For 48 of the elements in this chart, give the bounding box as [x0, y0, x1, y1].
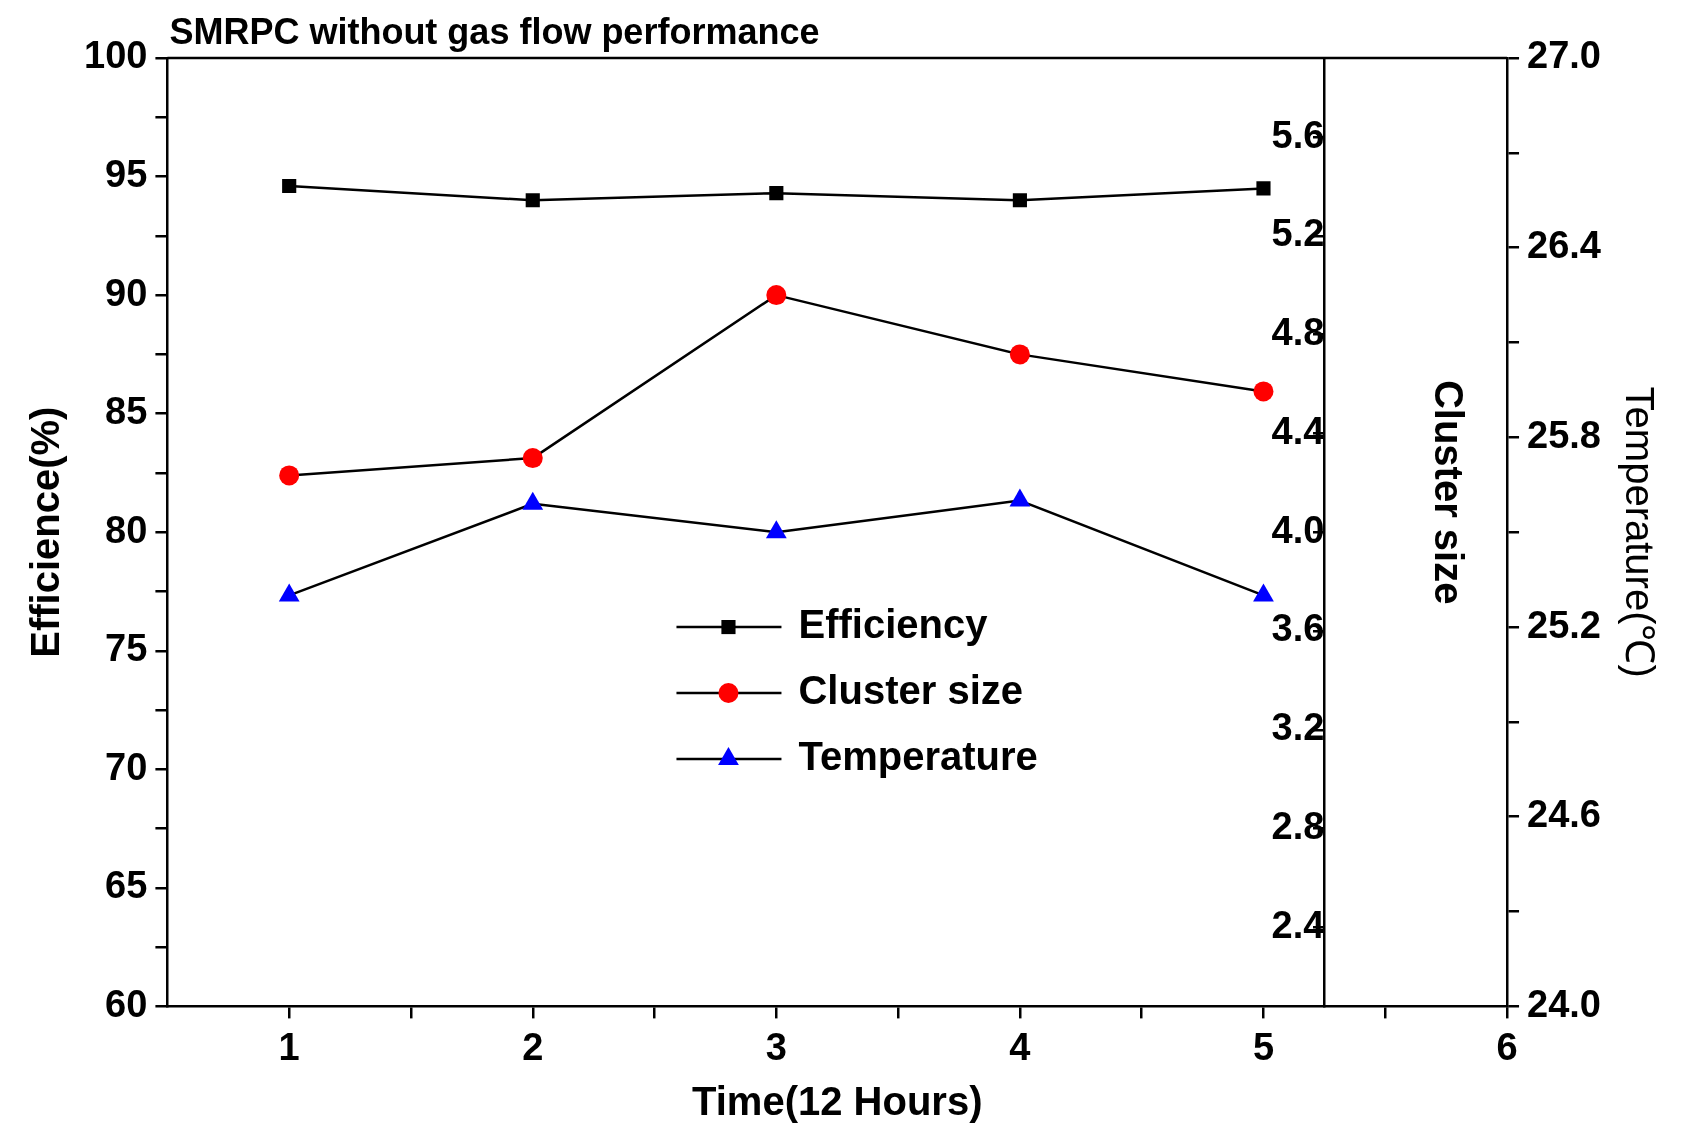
point — [278, 583, 300, 602]
point — [522, 491, 544, 510]
y-tick-label: 95 — [105, 153, 148, 196]
point — [279, 465, 300, 486]
chart-title: SMRPC without gas flow performance — [169, 10, 820, 52]
y3-tick-label: 27.0 — [1527, 34, 1602, 77]
y-tick-label: 85 — [105, 390, 148, 433]
y-tick-label: 75 — [105, 627, 148, 670]
x-tick-label: 2 — [522, 1025, 544, 1068]
legend-label: Efficiency — [798, 602, 989, 647]
legend-label: Temperature — [798, 734, 1038, 779]
y2-tick-label: 5.2 — [1271, 212, 1325, 255]
y3-tick-label: 24.0 — [1527, 982, 1602, 1025]
y-tick-label: 80 — [105, 508, 148, 551]
point — [1253, 381, 1274, 402]
y2-tick-label: 5.6 — [1271, 113, 1325, 156]
y3-tick-label: 25.8 — [1527, 413, 1602, 456]
point — [765, 520, 787, 539]
y3-axis-title: Temperature(℃) — [1617, 386, 1662, 678]
y3-tick-label: 26.4 — [1527, 224, 1602, 267]
y-tick-label: 90 — [105, 271, 148, 314]
y-tick-label: 65 — [105, 864, 148, 907]
point — [522, 448, 543, 469]
y2-tick-label: 2.4 — [1271, 903, 1325, 946]
legend-label: Cluster size — [798, 668, 1023, 713]
y-tick-label: 70 — [105, 745, 148, 788]
x-tick-label: 1 — [278, 1025, 300, 1068]
x-tick-label: 4 — [1009, 1025, 1031, 1068]
y2-axis-title: Cluster size — [1427, 379, 1472, 605]
x-axis-title: Time(12 Hours) — [691, 1079, 983, 1124]
point — [1253, 583, 1274, 602]
y3-tick-label: 24.6 — [1527, 793, 1602, 836]
y2-tick-label: 3.2 — [1271, 706, 1325, 749]
x-tick-label: 6 — [1496, 1025, 1518, 1068]
y3-tick-label: 25.2 — [1527, 603, 1602, 646]
point — [1009, 488, 1031, 507]
x-tick-label: 5 — [1252, 1025, 1275, 1068]
point — [1009, 344, 1030, 365]
y2-tick-label: 2.8 — [1271, 805, 1325, 848]
x-tick-label: 3 — [765, 1025, 787, 1068]
y-tick-label: 100 — [84, 34, 148, 77]
y-tick-label: 60 — [105, 982, 148, 1025]
y2-tick-label: 4.8 — [1271, 311, 1325, 354]
y2-tick-label: 4.0 — [1271, 508, 1325, 551]
y2-tick-label: 4.4 — [1271, 409, 1325, 452]
point — [766, 285, 787, 306]
y2-tick-label: 3.6 — [1271, 607, 1325, 650]
y-axis-title: Efficience(%) — [23, 406, 68, 658]
